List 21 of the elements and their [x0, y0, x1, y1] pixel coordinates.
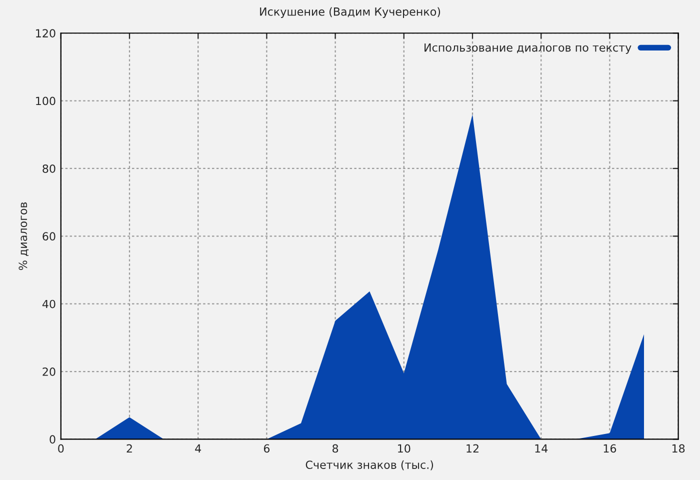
- x-tick-label: 0: [58, 444, 64, 453]
- x-tick-label: 16: [604, 444, 616, 453]
- x-tick-label: 2: [126, 444, 132, 453]
- legend-label: Использование диалогов по тексту: [424, 43, 632, 54]
- x-tick-label: 14: [535, 444, 548, 453]
- y-tick-label: 0: [50, 435, 56, 444]
- y-tick-label: 20: [42, 367, 56, 376]
- x-tick-label: 8: [332, 444, 338, 453]
- x-tick-label: 6: [264, 444, 270, 453]
- x-tick-label: 18: [672, 444, 685, 453]
- x-tick-label: 12: [466, 444, 478, 453]
- chart-title: Искушение (Вадим Кучеренко): [260, 7, 440, 18]
- y-tick-label: 80: [42, 164, 56, 173]
- x-tick-label: 10: [398, 444, 410, 453]
- y-tick-label: 120: [36, 29, 56, 38]
- y-tick-label: 100: [36, 96, 56, 106]
- y-axis-title: % диалогов: [18, 202, 28, 270]
- x-axis-title: Счетчик знаков (тыс.): [306, 460, 434, 470]
- y-tick-label: 60: [42, 232, 56, 241]
- x-tick-label: 4: [195, 444, 202, 453]
- y-tick-label: 40: [42, 300, 56, 308]
